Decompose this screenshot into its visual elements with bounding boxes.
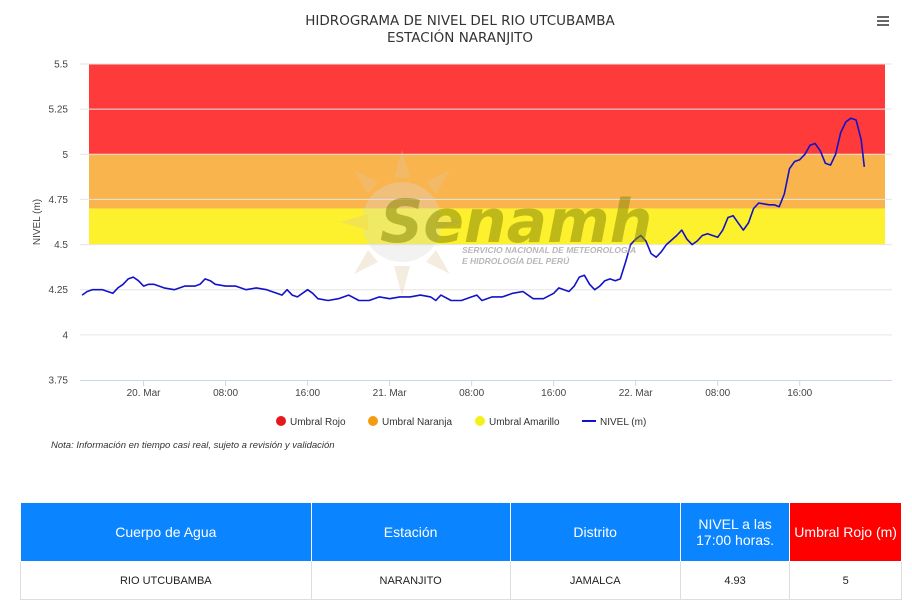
y-tick-label: 4.75 (49, 195, 69, 206)
band-umbral-naranja (89, 154, 885, 209)
menu-bar (877, 20, 889, 22)
x-tick-label: 08:00 (705, 388, 730, 399)
nivel-series-line[interactable] (81, 117, 866, 302)
x-tick-label: 22. Mar (619, 388, 654, 399)
menu-bar (877, 24, 889, 26)
header-distrito: Distrito (509, 502, 681, 562)
y-tick-label: 4.5 (54, 240, 68, 251)
chart-title: HIDROGRAMA DE NIVEL DEL RIO UTCUBAMBA (305, 13, 615, 29)
x-tick-label: 16:00 (787, 388, 812, 399)
legend-label-umbral-naranja: Umbral Naranja (382, 417, 452, 428)
cell-cuerpo-de-agua: RIO UTCUBAMBA (20, 561, 312, 600)
y-tick-label: 3.75 (49, 376, 69, 387)
header-umbral-rojo: Umbral Rojo (m) (789, 502, 902, 562)
y-tick-label: 5.5 (54, 60, 68, 71)
legend-item-umbral-rojo[interactable]: Umbral Rojo (276, 416, 346, 428)
legend-marker-umbral-naranja (368, 416, 378, 426)
x-tick-label: 21. Mar (373, 388, 408, 399)
legend-label-umbral-rojo: Umbral Rojo (290, 417, 346, 428)
x-axis-ticks: 20. Mar 08:00 16:00 21. Mar 08:00 16:00 22. Ma… (127, 380, 813, 399)
hamburger-menu-icon[interactable] (875, 14, 893, 32)
y-tick-label: 5 (62, 150, 68, 161)
cell-distrito: JAMALCA (509, 561, 681, 600)
header-cuerpo-de-agua: Cuerpo de Agua (20, 502, 312, 562)
x-tick-label: 08:00 (459, 388, 484, 399)
header-nivel: NIVEL a las 17:00 horas. (679, 502, 791, 562)
cell-umbral-rojo: 5 (789, 561, 902, 600)
y-tick-label: 5.25 (49, 105, 69, 116)
legend-marker-umbral-rojo (276, 416, 286, 426)
y-tick-label: 4 (62, 330, 68, 341)
y-axis-label: NIVEL (m) (32, 199, 43, 245)
x-tick-label: 16:00 (295, 388, 320, 399)
legend-label-nivel: NIVEL (m) (600, 417, 646, 428)
legend-item-umbral-amarillo[interactable]: Umbral Amarillo (475, 416, 560, 428)
station-summary-table: Cuerpo de Agua Estación Distrito NIVEL a… (20, 502, 902, 600)
legend-label-umbral-amarillo: Umbral Amarillo (489, 417, 560, 428)
table-row: RIO UTCUBAMBA NARANJITO JAMALCA 4.93 5 (20, 561, 902, 600)
cell-nivel: 4.93 (679, 561, 791, 600)
table-header-row: Cuerpo de Agua Estación Distrito NIVEL a… (20, 502, 902, 562)
legend-item-umbral-naranja[interactable]: Umbral Naranja (368, 416, 452, 428)
hydrograph-chart: HIDROGRAMA DE NIVEL DEL RIO UTCUBAMBA ES… (32, 13, 892, 428)
header-estacion: Estación (310, 502, 511, 562)
x-tick-label: 20. Mar (127, 388, 162, 399)
band-umbral-amarillo (89, 208, 885, 245)
cell-estacion: NARANJITO (310, 561, 511, 600)
legend-item-nivel[interactable]: NIVEL (m) (582, 417, 646, 428)
chart-subtitle: ESTACIÓN NARANJITO (387, 28, 533, 46)
chart-note: Nota: Información en tiempo casi real, s… (51, 440, 335, 451)
legend-marker-umbral-amarillo (475, 416, 485, 426)
menu-bar (877, 16, 889, 18)
y-tick-label: 4.25 (49, 285, 69, 296)
x-tick-label: 16:00 (541, 388, 566, 399)
grid-lines (80, 63, 892, 336)
x-tick-label: 08:00 (213, 388, 238, 399)
y-axis-ticks: 3.75 4 4.25 4.5 4.75 5 5.25 5.5 (49, 60, 69, 387)
chart-legend: Umbral Rojo Umbral Naranja Umbral Amaril… (276, 416, 646, 428)
